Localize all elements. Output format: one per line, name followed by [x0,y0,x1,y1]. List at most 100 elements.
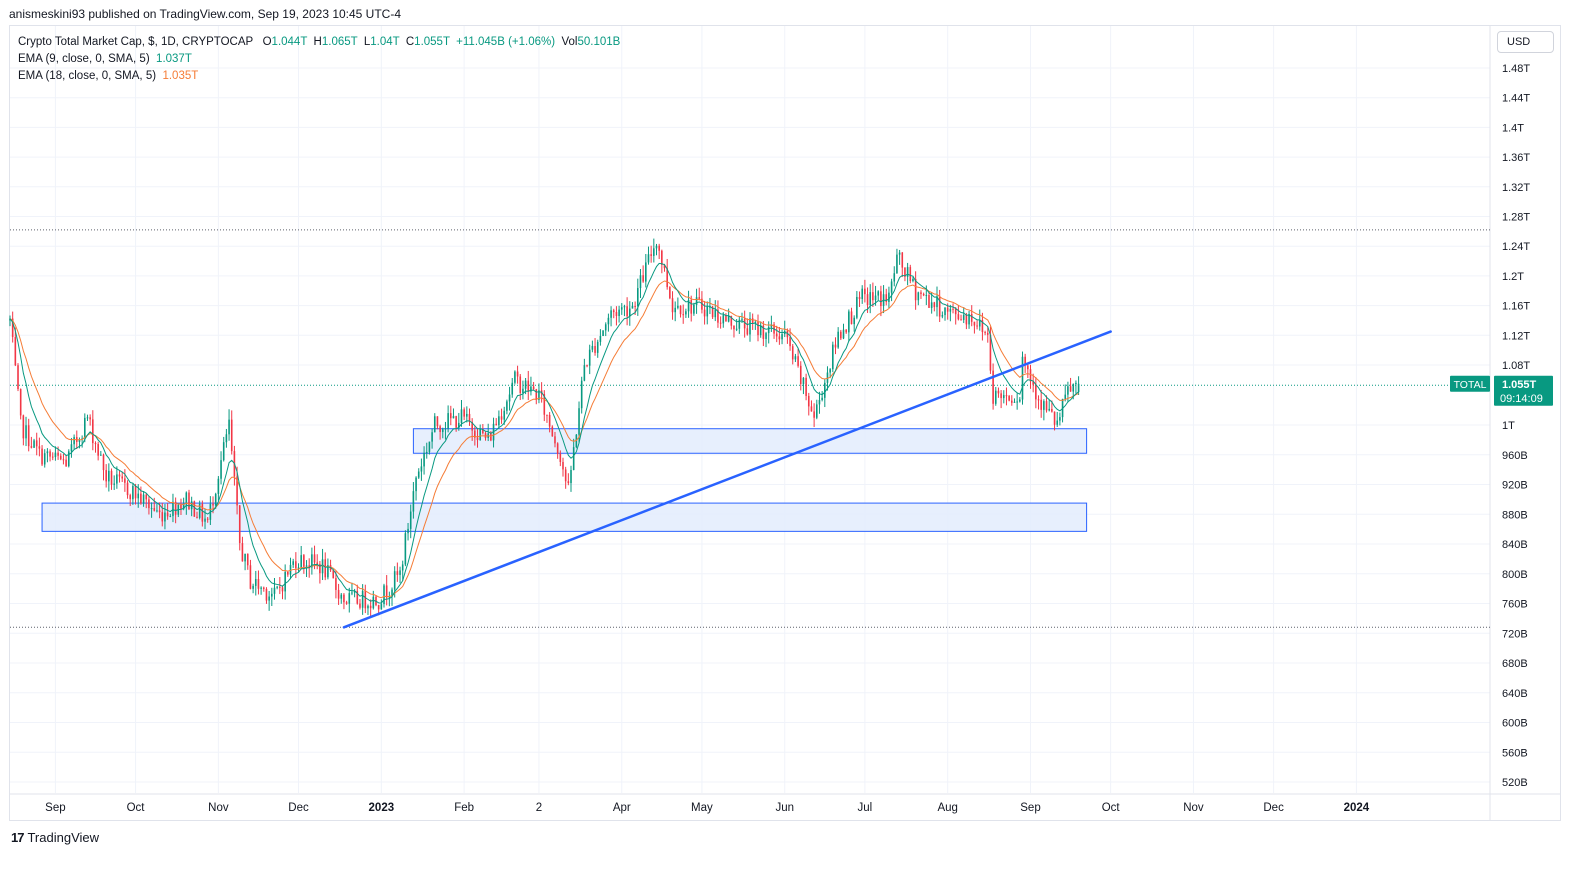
candle [527,370,530,401]
candle [655,243,658,256]
candle-body [711,306,714,318]
x-tick-label: Nov [208,802,229,814]
candle-body [356,590,359,604]
candle-body [70,444,73,452]
candle-body [1013,401,1016,403]
candle-body [722,315,725,324]
candle [693,302,695,316]
candle [254,570,257,596]
candle [449,405,452,426]
candle-body [182,504,185,509]
candle-body [906,267,909,277]
candle [754,319,757,330]
legend-ohlc-row[interactable]: Crypto Total Market Cap, $, 1D, CRYPTOCA… [18,34,620,51]
candle [193,500,196,517]
candle-body [524,380,527,389]
candle-body [602,330,604,336]
candle [1037,395,1040,410]
candle-body [1059,417,1061,421]
legend-ema18-row[interactable]: EMA (18, close, 0, SMA, 5) 1.035T [18,68,620,85]
candle [474,426,476,446]
candle-body [824,382,826,398]
candle-body [271,593,273,597]
candle [636,278,639,316]
footer-branding[interactable]: 17 TradingView [11,830,99,845]
y-tick-label: 640B [1502,688,1528,700]
candle [850,307,853,325]
candle-body [503,410,506,420]
candle-body [538,390,540,400]
candle [148,496,150,515]
candle [920,290,922,299]
candle-body [594,345,596,353]
candle-body [551,426,554,437]
candle-body [663,264,666,269]
candle-body [337,589,340,599]
candle-body [858,296,861,299]
candle [463,407,465,421]
candle [538,383,540,404]
candle-body [1077,383,1080,392]
candle-body [444,428,447,430]
candle [11,311,14,343]
candle-body [516,371,519,377]
horizontal-levels [10,229,1490,628]
candle-body [1002,395,1005,399]
candle-body [11,318,14,338]
candle-body [543,394,546,415]
candle-body [116,474,118,484]
candle-body [834,344,837,348]
currency-selector[interactable]: USD [1497,31,1554,53]
candle-body [305,565,308,567]
candle [268,590,270,611]
candle-body [289,564,292,575]
candle [898,249,901,265]
legend-ema9-row[interactable]: EMA (9, close, 0, SMA, 5) 1.037T [18,51,620,68]
ema9-line [9,262,1079,604]
price-tag-countdown: 09:14:09 [1500,393,1543,405]
candle-body [904,267,906,277]
legend-vol-value: 50.101B [577,36,621,48]
candle [425,442,428,459]
candle [364,584,367,614]
candle [1011,395,1013,406]
candle [882,285,885,314]
candle-body [225,434,228,443]
candle [246,553,249,570]
candle-body [626,306,628,317]
candle-body [778,336,781,340]
candle [1075,380,1077,394]
candle [623,304,626,317]
candle [845,329,847,334]
candle-body [580,380,583,409]
candle-body [479,428,481,441]
candle [276,585,278,590]
candle-body [1011,400,1013,403]
candle-body [1037,399,1040,401]
candle-body [807,395,810,407]
candle [59,453,62,461]
candle-body [1024,356,1026,366]
candle [169,513,172,518]
candle-body [564,469,567,482]
candle-body [941,315,944,317]
candle [666,258,668,290]
candle-body [249,565,252,589]
chart-frame[interactable] [9,25,1561,821]
y-tick-label: 920B [1502,480,1528,492]
candle [30,436,33,449]
candle-body [295,561,297,569]
candle-body [498,416,500,426]
candle-body [425,451,428,453]
candle [156,503,158,513]
candle [856,291,858,320]
candle-body [126,482,129,496]
candle [626,297,628,326]
candle-body [281,587,284,592]
candle [94,441,97,453]
candle [166,503,169,520]
candle [770,315,773,332]
candle-body [97,444,99,456]
candle-body [100,454,102,456]
